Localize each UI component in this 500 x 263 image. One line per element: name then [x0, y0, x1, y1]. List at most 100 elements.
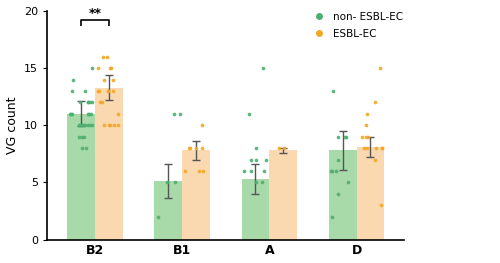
Point — [340, 135, 348, 139]
Point — [103, 55, 111, 59]
Point — [108, 89, 116, 93]
Point — [198, 169, 206, 173]
Point — [364, 112, 372, 116]
Point — [163, 180, 171, 185]
Bar — [356, 147, 384, 240]
Point — [84, 123, 92, 127]
Point — [114, 123, 122, 127]
Point — [78, 146, 86, 150]
Point — [78, 123, 86, 127]
Point — [334, 158, 342, 162]
Point — [106, 123, 114, 127]
Bar — [95, 88, 123, 240]
Point — [274, 146, 282, 150]
Point — [334, 135, 342, 139]
Point — [66, 112, 74, 116]
Point — [154, 215, 162, 219]
Point — [107, 66, 115, 70]
Point — [109, 77, 117, 82]
Bar — [154, 181, 182, 240]
Point — [247, 169, 255, 173]
Point — [240, 169, 248, 173]
Point — [98, 100, 106, 104]
Point — [378, 146, 386, 150]
Point — [68, 112, 76, 116]
Point — [94, 89, 102, 93]
Bar — [182, 150, 210, 240]
Point — [76, 100, 84, 104]
Point — [78, 135, 86, 139]
Point — [260, 169, 268, 173]
Point — [68, 89, 76, 93]
Point — [94, 89, 102, 93]
Point — [84, 100, 92, 104]
Point — [192, 146, 200, 150]
Point — [80, 135, 88, 139]
Point — [377, 203, 385, 208]
Point — [88, 123, 96, 127]
Point — [245, 112, 253, 116]
Point — [186, 146, 194, 150]
Point — [198, 123, 206, 127]
Point — [110, 123, 118, 127]
Point — [104, 89, 112, 93]
Point — [328, 169, 336, 173]
Point — [334, 192, 342, 196]
Point — [344, 180, 352, 185]
Point — [358, 135, 366, 139]
Point — [171, 180, 179, 185]
Point — [86, 123, 94, 127]
Point — [342, 135, 350, 139]
Point — [181, 169, 189, 173]
Point — [362, 123, 370, 127]
Point — [100, 77, 108, 82]
Point — [85, 112, 93, 116]
Point — [88, 100, 96, 104]
Bar — [242, 179, 270, 240]
Point — [363, 146, 371, 150]
Point — [79, 123, 87, 127]
Point — [88, 66, 96, 70]
Point — [247, 158, 255, 162]
Point — [328, 89, 336, 93]
Point — [84, 112, 92, 116]
Point — [104, 89, 112, 93]
Point — [100, 55, 108, 59]
Point — [80, 89, 88, 93]
Point — [258, 66, 266, 70]
Point — [364, 135, 372, 139]
Bar — [270, 150, 297, 240]
Point — [328, 169, 336, 173]
Point — [87, 112, 95, 116]
Point — [360, 146, 368, 150]
Point — [67, 112, 75, 116]
Point — [114, 112, 122, 116]
Point — [96, 100, 104, 104]
Point — [82, 146, 90, 150]
Point — [371, 158, 379, 162]
Point — [376, 66, 384, 70]
Point — [106, 66, 114, 70]
Point — [198, 146, 206, 150]
Point — [252, 180, 260, 185]
Point — [69, 77, 77, 82]
Point — [86, 100, 94, 104]
Point — [170, 112, 177, 116]
Text: **: ** — [88, 7, 102, 19]
Point — [74, 123, 82, 127]
Point — [94, 66, 102, 70]
Y-axis label: VG count: VG count — [6, 97, 18, 154]
Point — [372, 100, 380, 104]
Point — [76, 123, 84, 127]
Point — [378, 146, 386, 150]
Point — [252, 146, 260, 150]
Point — [80, 123, 88, 127]
Point — [362, 135, 370, 139]
Point — [76, 135, 84, 139]
Point — [196, 169, 203, 173]
Point — [100, 123, 108, 127]
Point — [262, 158, 270, 162]
Legend: non- ESBL-EC, ESBL-EC: non- ESBL-EC, ESBL-EC — [308, 12, 403, 39]
Point — [372, 146, 380, 150]
Point — [258, 180, 266, 185]
